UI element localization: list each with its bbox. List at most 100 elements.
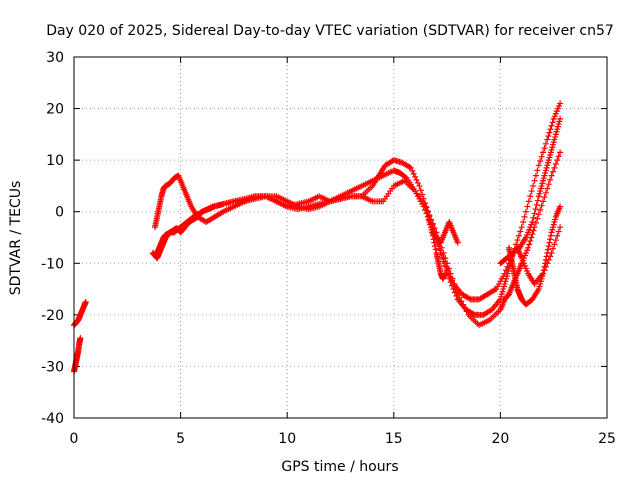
data-point	[555, 153, 562, 160]
data-point	[441, 260, 448, 267]
y-tick-label: 0	[55, 205, 64, 221]
data-point	[412, 173, 419, 180]
data-point	[515, 232, 522, 239]
data-point	[557, 115, 564, 122]
data-point	[542, 260, 549, 267]
data-point	[449, 277, 456, 284]
data-point	[413, 176, 420, 183]
data-point	[541, 263, 548, 270]
data-point	[527, 237, 534, 244]
series-s9	[424, 213, 448, 282]
y-tick-label: -40	[41, 411, 64, 427]
data-point	[77, 335, 84, 342]
data-point	[504, 263, 511, 270]
data-point	[535, 211, 542, 218]
data-point	[528, 234, 535, 241]
data-point	[420, 203, 427, 210]
data-point	[432, 246, 439, 253]
data-point	[541, 194, 548, 201]
data-point	[414, 179, 421, 186]
data-point	[546, 239, 553, 246]
y-tick-label: 10	[46, 153, 64, 169]
data-point	[542, 256, 549, 263]
data-point	[532, 206, 539, 213]
data-marks	[71, 100, 564, 375]
plot-frame	[73, 56, 608, 419]
data-point	[540, 267, 547, 274]
x-tick-label: 20	[491, 431, 509, 447]
y-tick-label: -30	[41, 359, 64, 375]
data-point	[439, 251, 446, 258]
data-point	[541, 145, 548, 152]
data-point	[549, 119, 556, 126]
series-s5	[154, 100, 564, 303]
chart-title: Day 020 of 2025, Sidereal Day-to-day VTE…	[46, 23, 614, 39]
data-point	[532, 172, 539, 179]
data-point	[422, 200, 429, 207]
data-point	[525, 198, 532, 205]
data-point	[537, 206, 544, 213]
data-point	[547, 126, 554, 133]
data-point	[432, 243, 439, 250]
data-point	[447, 274, 454, 281]
data-point	[407, 164, 414, 171]
data-point	[554, 232, 561, 239]
data-point	[552, 161, 559, 168]
data-point	[544, 249, 551, 256]
data-point	[531, 210, 538, 217]
data-point	[431, 239, 438, 246]
data-point	[551, 241, 558, 248]
data-point	[514, 237, 521, 244]
data-point	[429, 229, 436, 236]
data-point	[529, 231, 536, 238]
data-point	[533, 201, 540, 208]
x-tick-labels: 0 5 10 15 20 25	[70, 431, 616, 447]
data-point	[402, 174, 409, 181]
data-point	[520, 219, 527, 226]
y-tick-label: -20	[41, 308, 64, 324]
data-point	[416, 182, 423, 189]
data-point	[545, 246, 552, 253]
data-point	[527, 193, 534, 200]
x-tick-label: 10	[278, 431, 296, 447]
series-s2	[71, 335, 84, 375]
data-point	[521, 213, 528, 220]
data-point	[530, 182, 537, 189]
data-point	[547, 176, 554, 183]
data-point	[548, 122, 555, 129]
data-point	[542, 140, 549, 147]
data-point	[451, 289, 458, 296]
data-point	[517, 228, 524, 235]
data-point	[82, 298, 89, 305]
data-point	[443, 263, 450, 270]
data-point	[557, 100, 564, 107]
data-point	[545, 133, 552, 140]
y-tick-label: 30	[46, 50, 64, 66]
data-point	[437, 247, 444, 254]
data-point	[535, 162, 542, 169]
data-point	[544, 185, 551, 192]
data-point	[545, 243, 552, 250]
data-point	[547, 236, 554, 243]
ticks	[73, 56, 608, 419]
data-point	[549, 245, 556, 252]
series-s8	[429, 219, 461, 246]
data-point	[410, 170, 417, 177]
data-point	[528, 188, 535, 195]
data-point	[532, 219, 539, 226]
data-point	[552, 237, 559, 244]
data-point	[423, 204, 430, 211]
data-point	[547, 232, 554, 239]
data-point	[513, 241, 520, 248]
data-point	[534, 197, 541, 204]
data-point	[440, 255, 447, 262]
series-s7	[505, 203, 564, 308]
data-point	[537, 158, 544, 165]
data-point	[518, 224, 525, 231]
data-point	[454, 239, 461, 246]
x-tick-label: 5	[176, 431, 185, 447]
data-point	[526, 241, 533, 248]
data-point	[419, 191, 426, 198]
data-point	[549, 168, 556, 175]
x-tick-label: 0	[70, 431, 79, 447]
